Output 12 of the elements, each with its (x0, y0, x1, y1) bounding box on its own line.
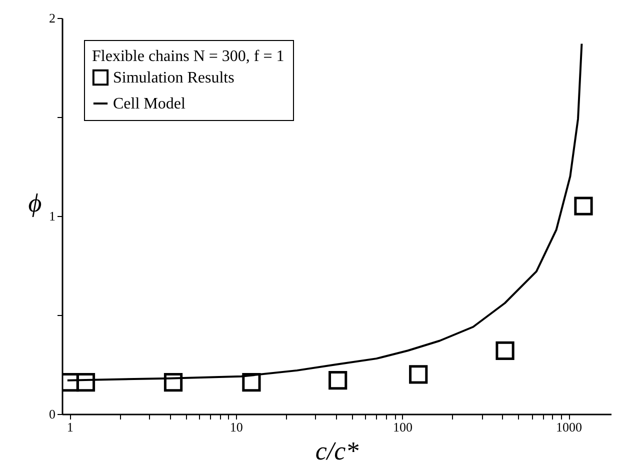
y-tick-label: 0 (49, 406, 56, 422)
x-tick-label: 100 (392, 420, 412, 434)
legend-label: Simulation Results (113, 70, 234, 86)
y-tick-label: 1 (49, 208, 56, 224)
x-axis-title: c/c* (315, 436, 359, 466)
y-axis-title: ϕ (28, 188, 42, 218)
y-tick-label: 2 (49, 10, 56, 26)
legend-label: Cell Model (113, 96, 186, 112)
x-tick-label: 1000 (556, 420, 582, 434)
x-tick-label: 10 (230, 420, 243, 434)
legend-title: Flexible chains N = 300, f = 1 (92, 48, 284, 65)
x-tick-label: 1 (66, 420, 74, 434)
